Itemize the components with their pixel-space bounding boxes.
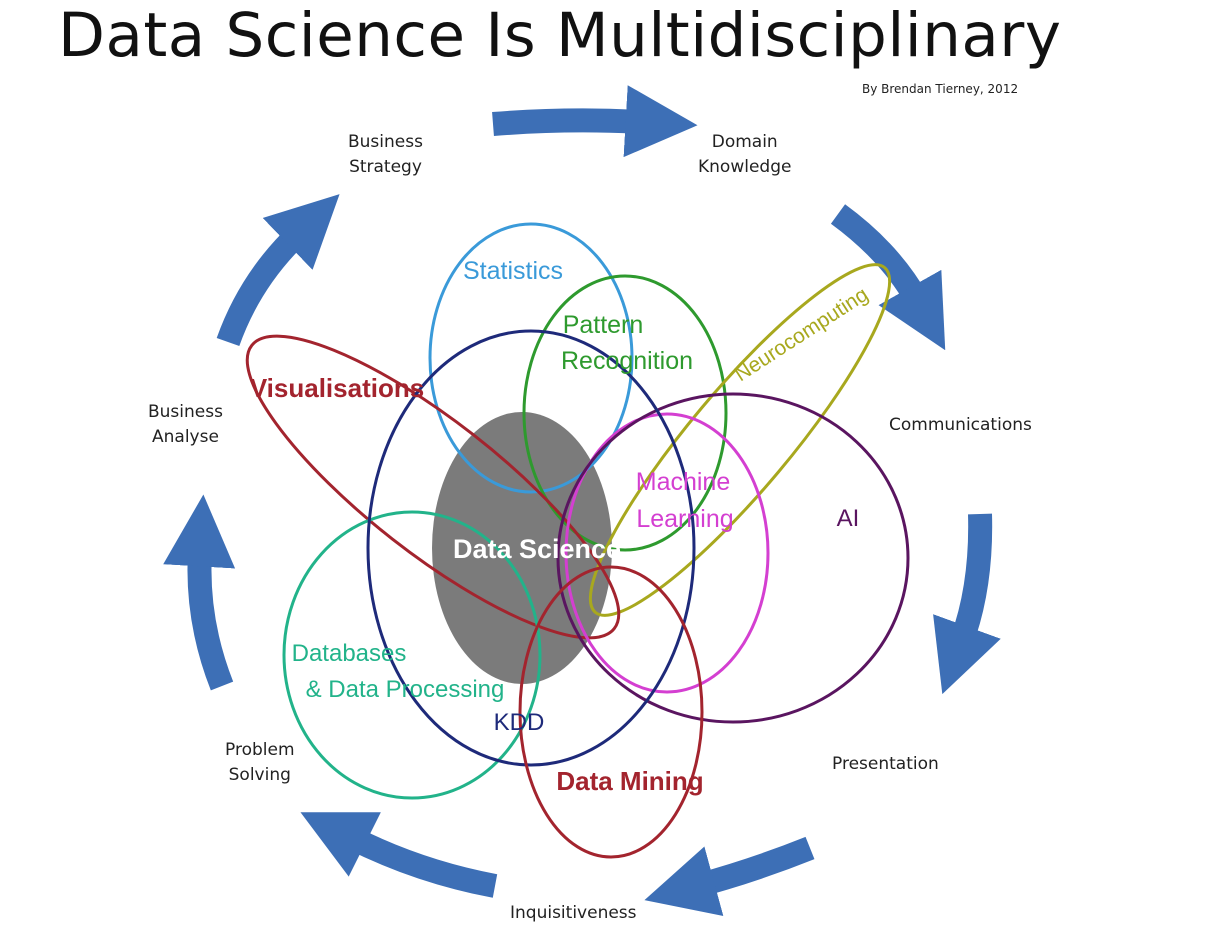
machine-label-line1: Machine: [636, 468, 731, 496]
business-analyse-label: Business Analyse: [148, 402, 223, 447]
arrow-domain-to-communications: [830, 204, 946, 351]
ai-label: AI: [837, 505, 860, 532]
presentation-label: Presentation: [832, 754, 939, 774]
visualisations-ellipse: [245, 334, 621, 640]
ai-ellipse: [556, 392, 910, 724]
arrow-analyse-to-strategy: [216, 194, 340, 347]
neurocomputing-ellipse: [588, 263, 892, 617]
arrow-communications-to-presentation: [933, 513, 1001, 695]
cycle-arrows: [163, 85, 1001, 916]
inquisitiveness-label: Inquisitiveness: [510, 903, 637, 923]
machine-learning-ellipse: [564, 412, 770, 694]
visualisations-label: Visualisations: [250, 373, 424, 403]
databases-ellipse: [282, 510, 542, 800]
statistics-label: Statistics: [463, 257, 563, 285]
databases-label-line2: & Data Processing: [306, 676, 505, 703]
domain-knowledge-label: Domain Knowledge: [698, 132, 792, 177]
problem-solving-label: Problem Solving: [225, 740, 295, 785]
pattern-label-line1: Pattern: [563, 311, 644, 339]
kdd-ellipse: [366, 329, 696, 767]
business-strategy-label: Business Strategy: [348, 132, 423, 177]
data-mining-label: Data Mining: [556, 766, 703, 796]
data-science-label: Data Science: [453, 534, 621, 564]
pattern-recognition-ellipse: [522, 274, 728, 552]
communications-label: Communications: [889, 415, 1032, 435]
arrow-strategy-to-domain: [492, 85, 698, 158]
databases-label-line1: Databases: [292, 640, 407, 667]
pattern-label-line2: Recognition: [561, 347, 693, 375]
credit-line: By Brendan Tierney, 2012: [862, 82, 1019, 96]
data-mining-ellipse: [518, 565, 704, 859]
arrow-problem-to-analyse: [163, 494, 236, 691]
machine-label-line2: Learning: [636, 505, 733, 533]
statistics-ellipse: [428, 222, 634, 494]
arrow-presentation-to-inquisitiveness: [644, 836, 815, 916]
arrow-inquisitiveness-to-problem: [300, 812, 498, 898]
kdd-label: KDD: [494, 709, 545, 736]
data-science-core: [432, 412, 612, 684]
slide-title: Data Science Is Multidisciplinary: [58, 0, 1062, 71]
